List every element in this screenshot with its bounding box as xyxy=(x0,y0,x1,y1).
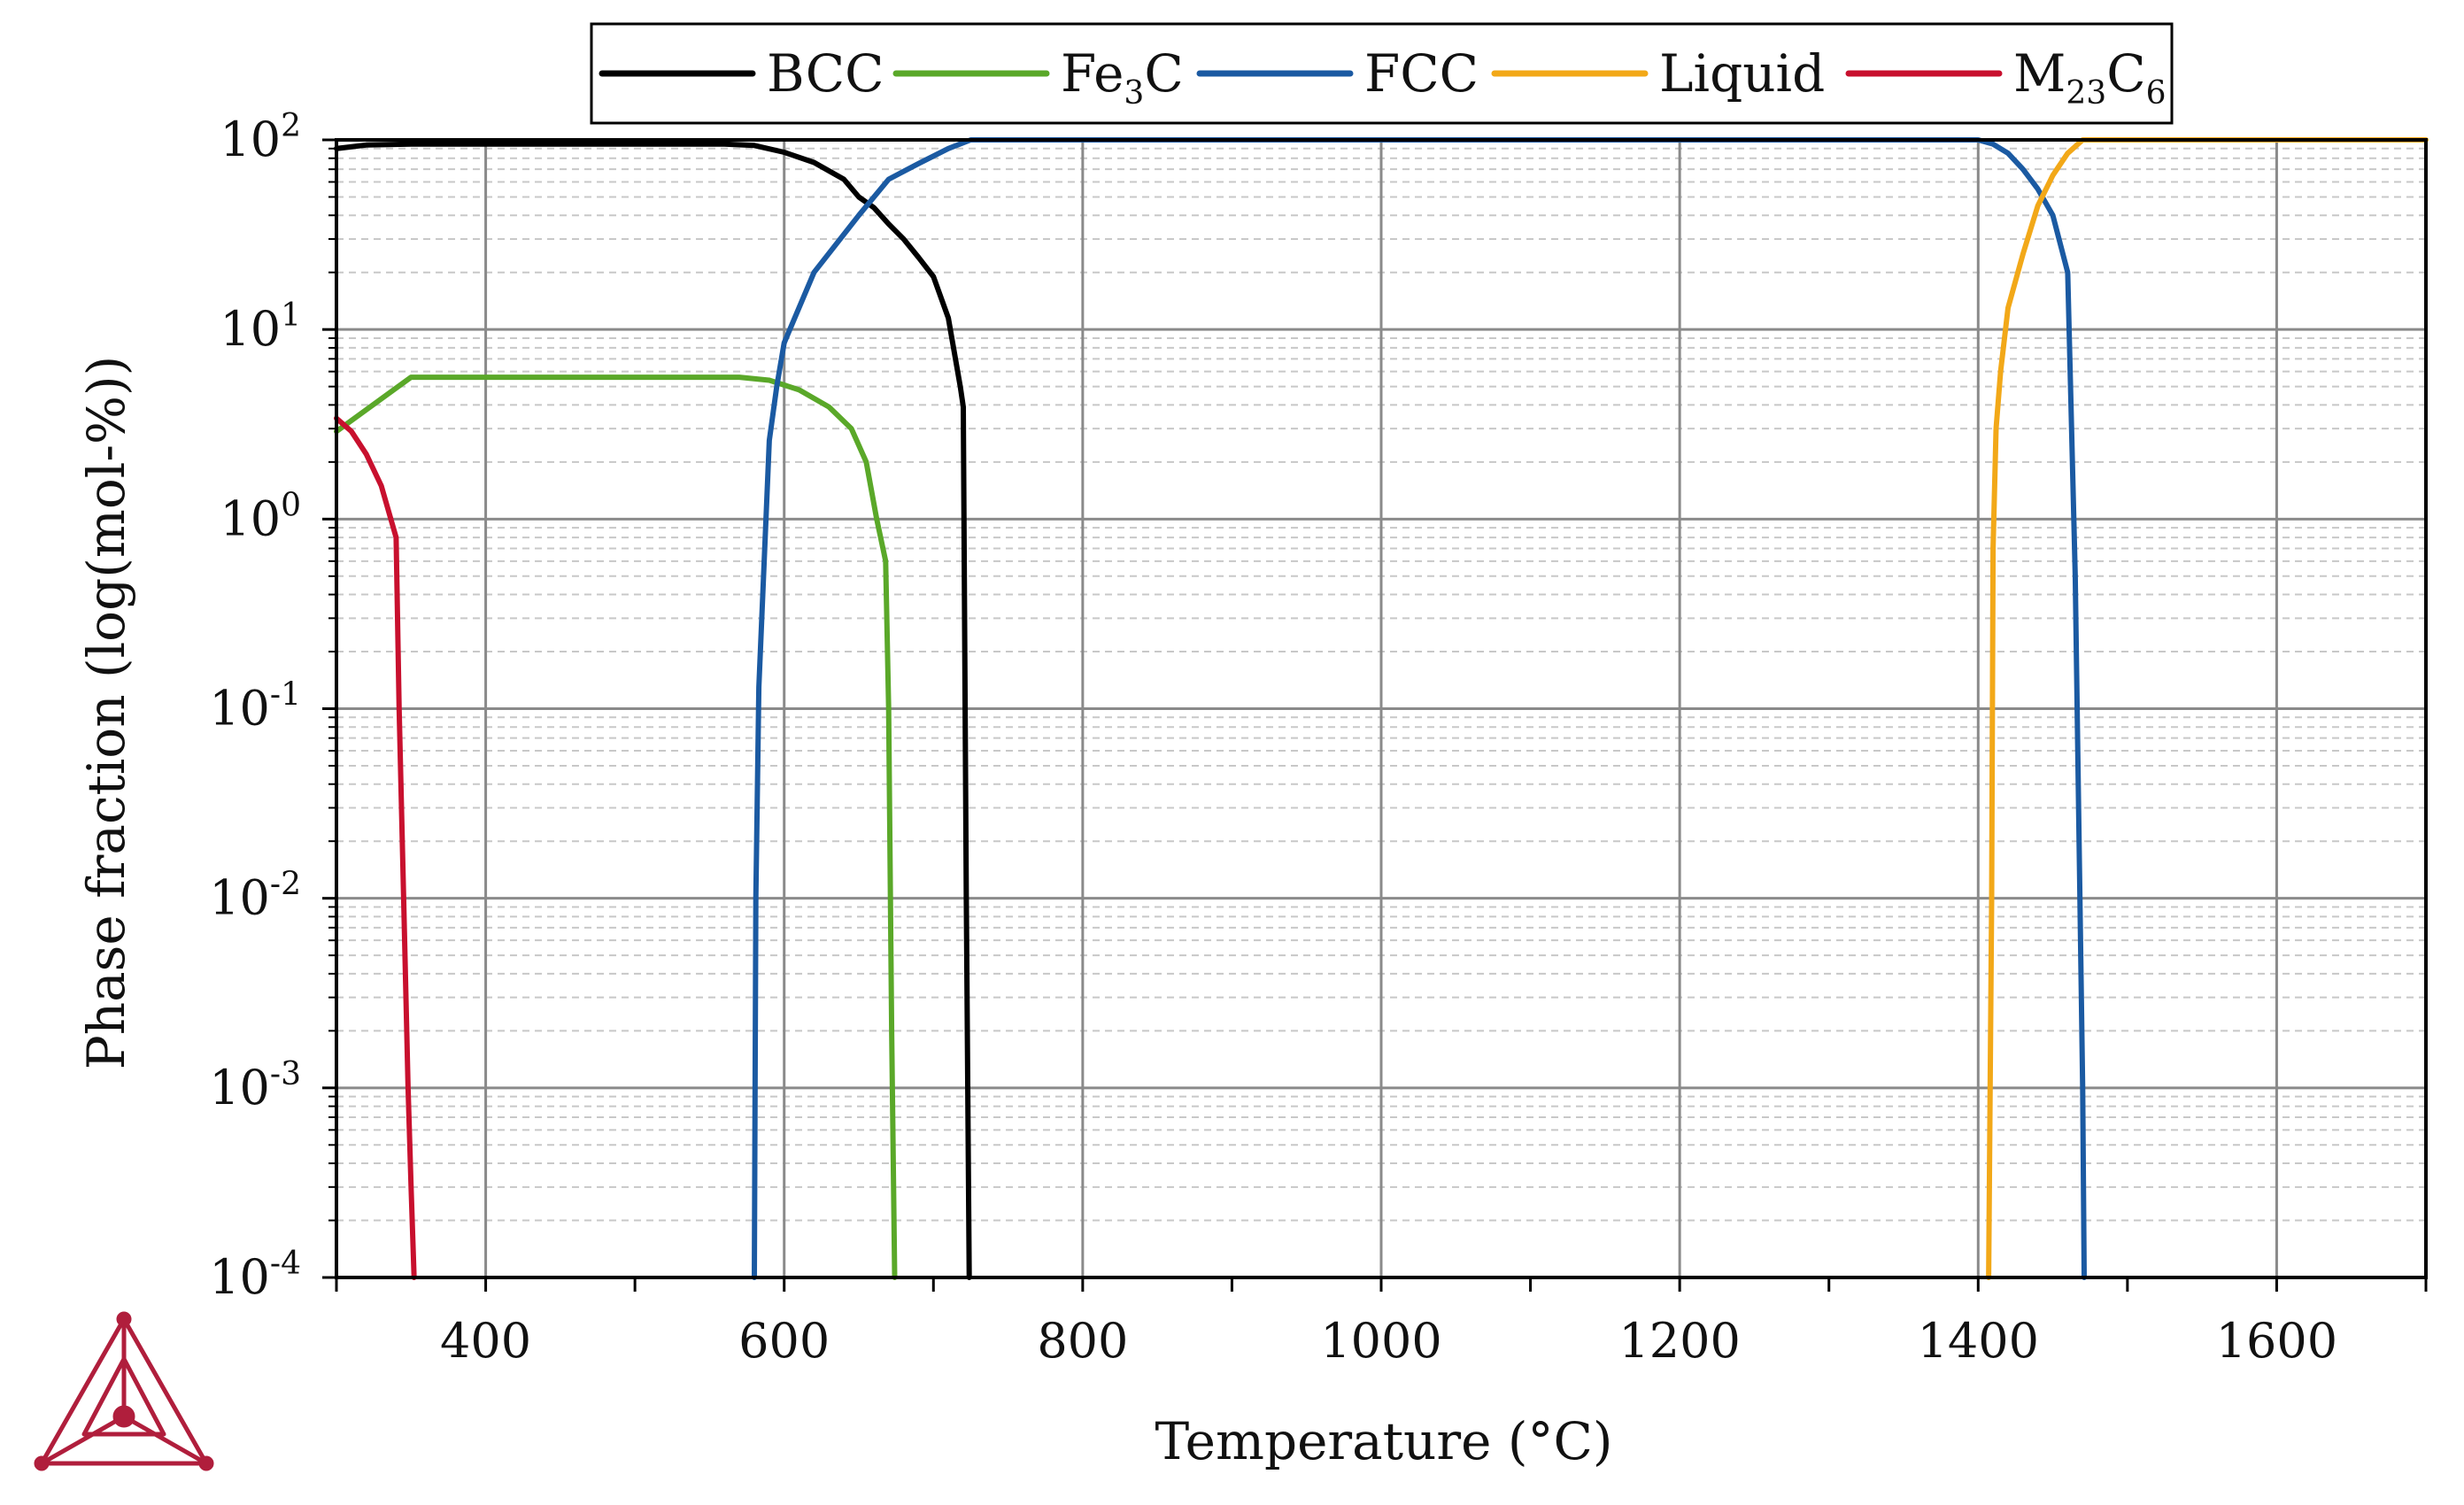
legend-label-main: BCC xyxy=(767,43,884,104)
series-line-bcc xyxy=(334,141,972,1280)
y-tick-label: 10-3 xyxy=(209,1056,301,1115)
y-tick-base: 10 xyxy=(209,1060,270,1115)
y-tick-base: 10 xyxy=(220,490,281,546)
y-tick-label: 102 xyxy=(220,108,301,167)
x-tick-label: 1600 xyxy=(2216,1313,2337,1369)
x-axis-title: Temperature (°C) xyxy=(1155,1411,1612,1471)
x-tick-label: 1400 xyxy=(1918,1313,2039,1369)
x-tick-label: 600 xyxy=(738,1313,830,1369)
legend-label-bcc: BCC xyxy=(767,43,884,104)
y-tick-label: 100 xyxy=(220,487,301,546)
y-tick-label: 10-1 xyxy=(209,677,301,737)
y-tick-exponent: 1 xyxy=(281,297,301,334)
y-tick-base: 10 xyxy=(209,870,270,926)
y-tick-exponent: -3 xyxy=(270,1056,301,1092)
legend-label-main: FCC xyxy=(1364,43,1479,104)
x-tick-label: 800 xyxy=(1037,1313,1128,1369)
y-tick-exponent: -2 xyxy=(270,867,301,903)
thermo-calc-logo-icon xyxy=(34,1311,214,1471)
legend-label-fe3c: Fe3C xyxy=(1061,43,1184,112)
legend-label-main: Liquid xyxy=(1659,43,1825,104)
y-tick-label: 10-4 xyxy=(209,1246,301,1305)
y-tick-label: 10-2 xyxy=(209,867,301,926)
y-tick-base: 10 xyxy=(220,301,281,357)
legend-label-subscript: 6 xyxy=(2146,75,2167,112)
y-tick-base: 10 xyxy=(209,1249,270,1305)
x-tick-label: 1000 xyxy=(1320,1313,1441,1369)
y-tick-base: 10 xyxy=(220,112,281,167)
y-tick-base: 10 xyxy=(209,681,270,737)
y-tick-label: 101 xyxy=(220,297,301,357)
series-line-m23c6 xyxy=(334,415,417,1280)
legend-label-subscript: 3 xyxy=(1124,75,1144,112)
y-tick-exponent: -1 xyxy=(270,677,301,714)
legend-label-subscript: 23 xyxy=(2066,75,2106,112)
legend-label-main: Fe xyxy=(1061,43,1124,104)
series-line-fe3c xyxy=(334,374,898,1280)
y-tick-exponent: -4 xyxy=(270,1246,301,1282)
axis-ticks xyxy=(322,138,2428,1292)
legend-label-main: M xyxy=(2013,43,2066,104)
legend-label-m23c6: M23C6 xyxy=(2013,43,2167,112)
legend: BCC Fe3C FCC Liquid M23C6 xyxy=(590,22,2174,125)
grid-lines xyxy=(336,138,2426,1279)
x-tick-label: 400 xyxy=(440,1313,531,1369)
legend-label-liquid: Liquid xyxy=(1659,43,1825,104)
legend-label-tail: C xyxy=(2106,43,2145,104)
y-tick-exponent: 2 xyxy=(281,108,301,144)
legend-label-tail: C xyxy=(1144,43,1183,104)
legend-label-fcc: FCC xyxy=(1364,43,1479,104)
x-tick-label: 1200 xyxy=(1618,1313,1740,1369)
x-tick-labels: 400 600 800 1000 1200 1400 1600 xyxy=(440,1313,2337,1369)
y-axis-title: Phase fraction (log(mol-%)) xyxy=(76,356,136,1070)
y-tick-exponent: 0 xyxy=(281,487,301,523)
